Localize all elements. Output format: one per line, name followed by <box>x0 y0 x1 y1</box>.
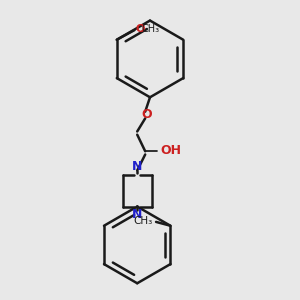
Text: N: N <box>132 208 142 221</box>
Text: N: N <box>132 160 142 173</box>
Text: CH₃: CH₃ <box>141 24 160 34</box>
Text: OH: OH <box>160 144 182 157</box>
Text: O: O <box>142 108 152 121</box>
Text: O: O <box>136 24 145 34</box>
Text: CH₃: CH₃ <box>134 216 153 226</box>
